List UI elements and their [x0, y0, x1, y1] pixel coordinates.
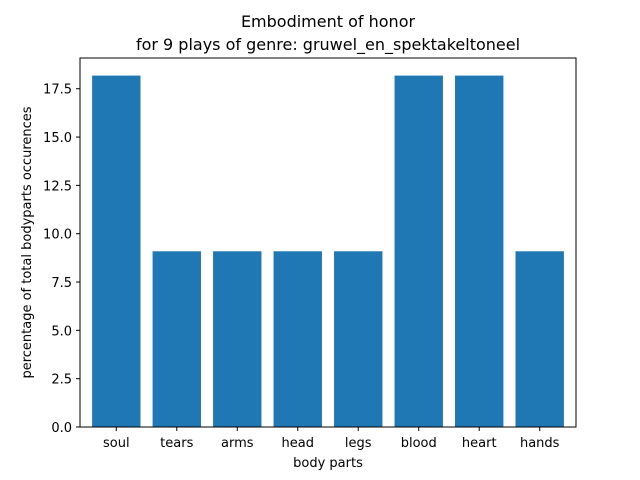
y-tick-label-12.5: 12.5: [43, 179, 72, 194]
x-tick-label-tears: tears: [160, 436, 193, 451]
x-tick-label-heart: heart: [462, 436, 497, 451]
x-tick-label-legs: legs: [345, 436, 372, 451]
x-axis: soul tears arms head legs blood heart hands: [103, 427, 560, 451]
chart-title: Embodiment of honor: [241, 12, 416, 31]
y-tick-label-5.0: 5.0: [51, 324, 72, 339]
y-axis-label: percentage of total bodyparts occurences: [20, 106, 35, 378]
y-tick-label-17.5: 17.5: [43, 83, 72, 98]
y-tick-label-0.0: 0.0: [51, 421, 72, 436]
x-axis-label: body parts: [293, 456, 363, 471]
chart-subtitle: for 9 plays of genre: gruwel_en_spektake…: [136, 35, 520, 55]
bar-soul: [92, 75, 141, 427]
bar-tears: [152, 251, 201, 427]
x-tick-label-head: head: [282, 436, 314, 451]
bar-blood: [394, 75, 443, 427]
x-tick-label-hands: hands: [520, 436, 560, 451]
x-tick-label-blood: blood: [401, 436, 437, 451]
y-tick-label-7.5: 7.5: [51, 276, 72, 291]
bar-arms: [213, 251, 262, 427]
plot-frame: [79, 57, 577, 428]
bar-legs: [334, 251, 383, 427]
y-axis: 0.0 2.5 5.0 7.5 10.0 12.5 15.0 17.5: [43, 83, 80, 436]
x-tick-label-soul: soul: [103, 436, 130, 451]
bar-head: [273, 251, 322, 427]
x-tick-label-arms: arms: [221, 436, 254, 451]
y-tick-label-10.0: 10.0: [43, 228, 72, 243]
bars-group: [92, 75, 564, 427]
y-tick-label-15.0: 15.0: [43, 131, 72, 146]
bar-heart: [455, 75, 504, 427]
bar-hands: [515, 251, 564, 427]
y-tick-label-2.5: 2.5: [51, 373, 72, 388]
